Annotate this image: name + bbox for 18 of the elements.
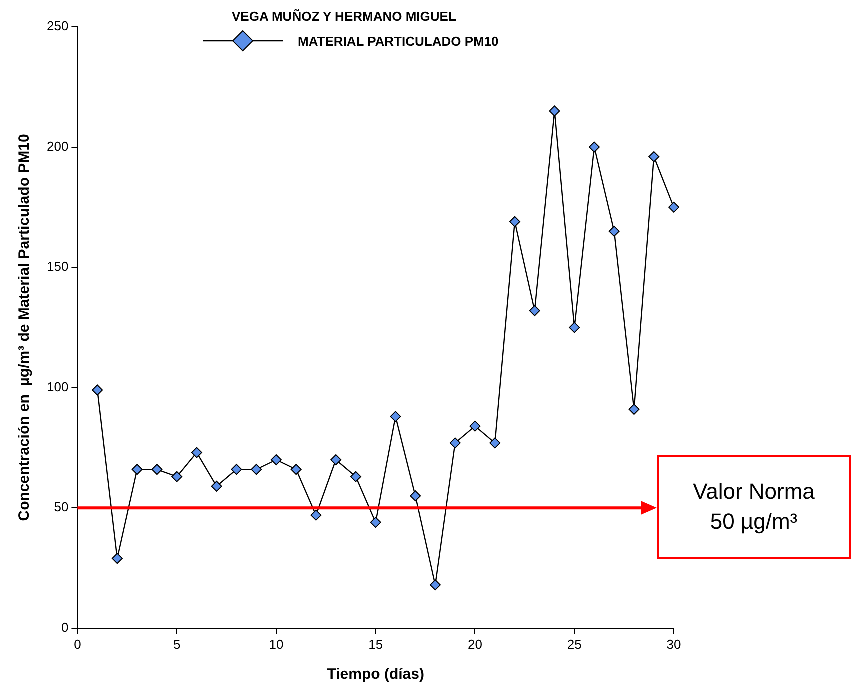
x-tick-label: 5	[173, 636, 181, 652]
x-tick-label: 10	[269, 636, 284, 652]
x-tick-label: 20	[468, 636, 482, 652]
text: MATERIAL PARTICULADO PM10	[298, 34, 499, 48]
y-tick-label: 50	[54, 500, 69, 515]
y-tick-label: 200	[46, 138, 69, 154]
x-axis-title: Tiempo (días)	[327, 666, 424, 684]
y-tick-label: 100	[46, 379, 69, 394]
chart-title: VEGA MUÑOZ Y HERMANO MIGUEL	[232, 9, 456, 24]
y-tick-label: 250	[46, 18, 69, 34]
y-axis-title: Concentración en µg/m³ de Material Particulado PM10	[16, 134, 34, 522]
x-tick-label: 30	[666, 636, 682, 652]
x-tick-label: 15	[368, 636, 384, 652]
ref-line-label: Valor Norma 50 µg/m³	[692, 478, 816, 536]
x-tick-label: 25	[567, 636, 582, 652]
x-tick-label: 0	[74, 636, 82, 652]
y-tick-label: 150	[46, 259, 69, 274]
y-tick-label: 0	[61, 620, 69, 635]
